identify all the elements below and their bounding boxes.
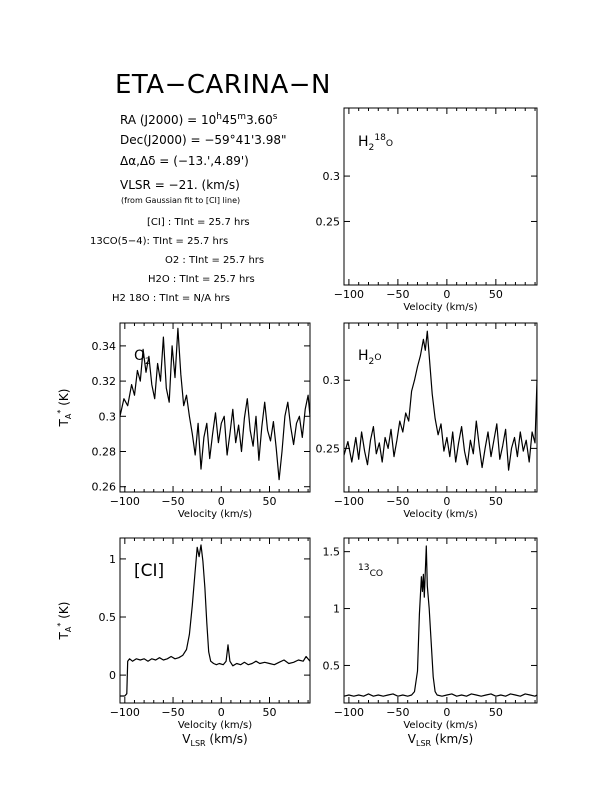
dec-label: Dec(J2000) =	[120, 133, 201, 147]
y-tick-label: 0.34	[92, 340, 117, 353]
panel-label-h2o: H2O	[358, 348, 382, 367]
y-tick-label: 0.5	[99, 611, 117, 624]
x-tick-label: 50	[489, 706, 503, 719]
x-tick-label: 0	[443, 495, 450, 508]
integration-ci: [CI] : TInt = 25.7 hrs	[147, 217, 250, 228]
x-tick-label: −100	[334, 288, 364, 301]
ra-label: RA (J2000) =	[120, 113, 198, 127]
y-tick-label: 0.28	[92, 446, 117, 459]
x-tick-label: 0	[218, 495, 225, 508]
integration-line: O2 :	[165, 255, 186, 266]
x-tick-label: −50	[386, 495, 409, 508]
integration-line: H2O :	[148, 274, 177, 285]
integration-h218o: H2 18O : TInt = N/A hrs	[112, 293, 230, 304]
y-tick-label: 0.25	[316, 215, 341, 228]
x-tick-label: 0	[443, 706, 450, 719]
plot-frame	[343, 322, 538, 493]
ra-line: RA (J2000) = 10h45m3.60s	[120, 112, 278, 127]
chart-panel-2: −100 −50 0 50 0.25 0.3 Velocity (km/s)	[316, 322, 538, 520]
integration-13co: 13CO(5−4): TInt = 25.7 hrs	[90, 236, 228, 247]
plot-frame	[119, 537, 311, 704]
ra-value: 10h45m3.60s	[201, 112, 278, 127]
x-tick-label: −50	[386, 706, 409, 719]
vlsr-note: (from Gaussian fit to [CI] line)	[121, 196, 241, 205]
plot-frame	[343, 107, 538, 286]
x-tick-label: 50	[262, 706, 276, 719]
offset-line: Δα,Δδ = (−13.',4.89')	[120, 154, 249, 168]
x-tick-label: −50	[161, 706, 184, 719]
dec-line: Dec(J2000) = −59°41'3.98"	[120, 133, 287, 147]
plot-frame	[119, 322, 311, 493]
x-axis-label: Velocity (km/s)	[403, 509, 477, 520]
y-tick-label: 1	[333, 603, 340, 616]
panel-label-13co: 13CO	[358, 563, 383, 579]
vlsr-value: = −21. (km/s)	[154, 178, 240, 192]
chart-panel-1: −100 −50 0 50 0.26 0.28 0.3 0.32 0.34 Velocity (k…	[56, 322, 311, 520]
x-tick-label: −100	[110, 495, 140, 508]
spectrum-line	[120, 544, 311, 697]
integration-value: TInt = N/A hrs	[159, 293, 230, 304]
x-tick-label: −50	[161, 495, 184, 508]
dec-value: −59°41'3.98"	[204, 133, 287, 147]
x-tick-label: −100	[334, 495, 364, 508]
x-axis-label: Velocity (km/s)	[178, 509, 252, 520]
x-axis-label: Velocity (km/s)	[403, 302, 477, 313]
x-tick-label: −100	[334, 706, 364, 719]
x-axis-label-2: VLSR (km/s)	[408, 732, 473, 748]
offset-label: Δα,Δδ =	[120, 154, 170, 168]
integration-line: H2 18O :	[112, 293, 157, 304]
x-tick-label: −50	[386, 288, 409, 301]
y-tick-label: 1.5	[323, 546, 341, 559]
plot-frame	[343, 537, 538, 704]
panel-label-o2: O2	[134, 348, 151, 367]
x-tick-label: 0	[443, 288, 450, 301]
spectrum-line	[119, 327, 311, 481]
chart-panel-0: −100 −50 0 50 0.25 0.3 Velocity (km/s)	[316, 107, 538, 313]
x-tick-label: 50	[489, 495, 503, 508]
y-axis-label: TA* (K)	[56, 602, 73, 641]
panel-label-ci: [CI]	[134, 561, 164, 581]
panel-label-h218o: H218O	[358, 133, 393, 153]
integration-value: TInt = 25.7 hrs	[188, 255, 265, 266]
x-tick-label: 50	[262, 495, 276, 508]
integration-h2o: H2O : TInt = 25.7 hrs	[148, 274, 255, 285]
integration-value: TInt = 25.7 hrs	[174, 217, 250, 228]
y-tick-label: 0.3	[323, 374, 341, 387]
y-tick-label: 0.32	[92, 375, 117, 388]
spectrum-line	[343, 545, 538, 697]
y-tick-label: 0.25	[316, 442, 341, 455]
x-axis-label: Velocity (km/s)	[178, 720, 252, 731]
x-tick-label: 0	[218, 706, 225, 719]
page-title: ETA−CARINA−N	[115, 70, 332, 100]
x-axis-label-2: VLSR (km/s)	[182, 732, 247, 748]
integration-line: 13CO(5−4):	[90, 236, 150, 247]
offset-value: (−13.',4.89')	[173, 154, 249, 168]
x-axis-label: Velocity (km/s)	[403, 720, 477, 731]
y-tick-label: 0.5	[323, 659, 341, 672]
y-tick-label: 0.3	[99, 410, 117, 423]
chart-panel-4: −100 −50 0 50 0.5 1 1.5 Velocity (km/s)VLSR (km…	[323, 537, 538, 748]
integration-o2: O2 : TInt = 25.7 hrs	[165, 255, 264, 266]
chart-panel-3: −100 −50 0 50 0 0.5 1 Velocity (km/s)VLSR (km/s…	[56, 537, 311, 748]
y-tick-label: 0	[109, 669, 116, 682]
y-axis-label: TA* (K)	[56, 389, 73, 428]
integration-line: [CI] :	[147, 217, 172, 228]
integration-value: TInt = 25.7 hrs	[153, 236, 229, 247]
spectrum-line	[343, 330, 538, 471]
y-tick-label: 0.26	[92, 481, 117, 494]
integration-value: TInt = 25.7 hrs	[179, 274, 255, 285]
x-tick-label: 50	[489, 288, 503, 301]
vlsr-line: VLSR = −21. (km/s)	[120, 178, 240, 192]
vlsr-label: VLSR	[120, 178, 151, 192]
y-tick-label: 0.3	[323, 170, 341, 183]
x-tick-label: −100	[110, 706, 140, 719]
y-tick-label: 1	[109, 553, 116, 566]
